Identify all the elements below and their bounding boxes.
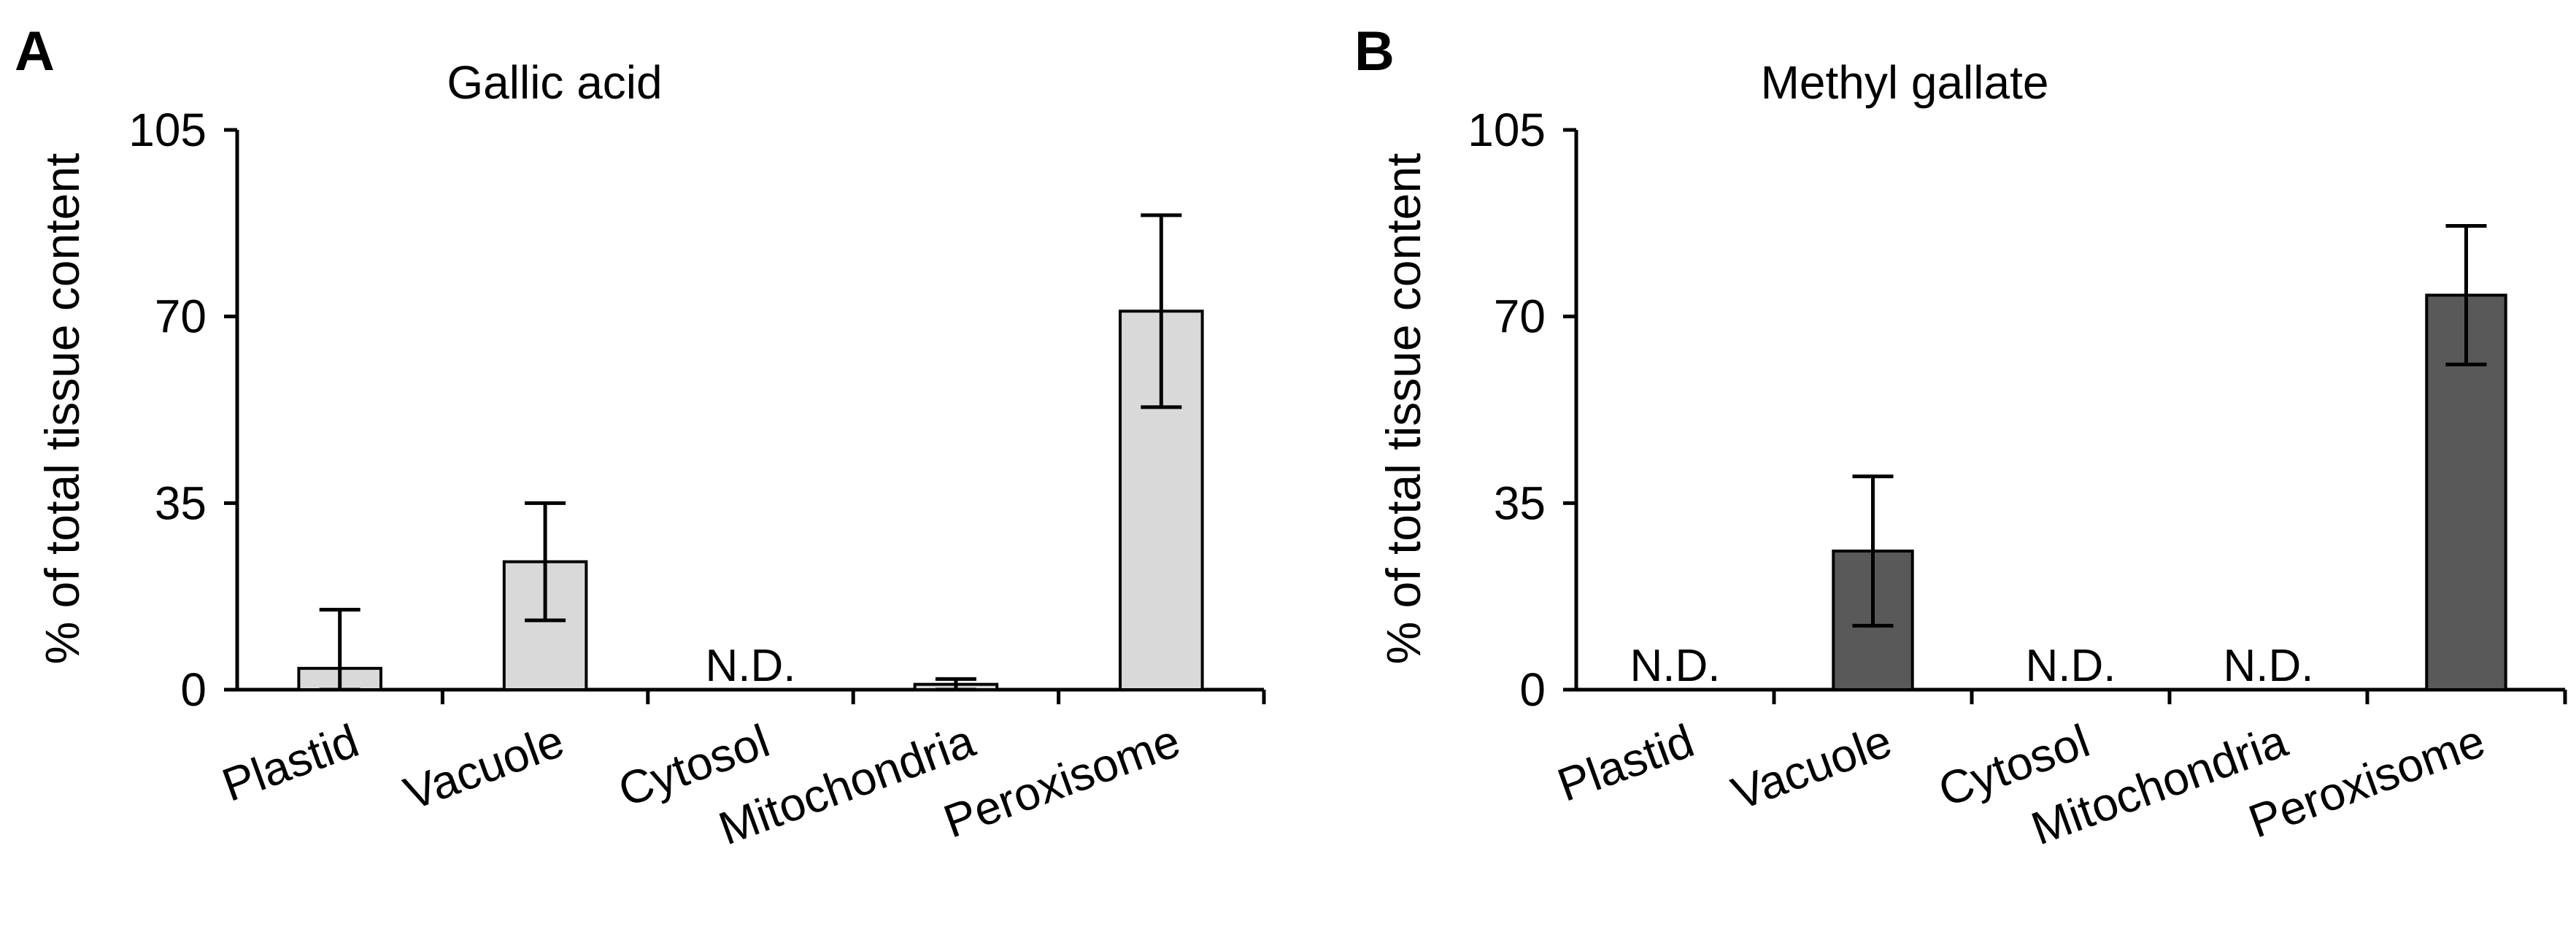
panel-b-y-tick-label: 35 — [1494, 477, 1546, 529]
panel-b-category-label: Plastid — [1551, 714, 1700, 811]
panel-a-y-tick-label: 70 — [155, 290, 207, 343]
panel-b-nd-label: N.D. — [1630, 641, 1721, 691]
panel-a-category-label: Peroxisome — [937, 714, 1187, 847]
panel-a: A Gallic acid % of total tissue content … — [15, 20, 1266, 855]
panel-a-y-tick-label: 0 — [180, 663, 207, 716]
panel-b-letter: B — [1354, 20, 1395, 82]
panel-b-category-label: Vacuole — [1725, 714, 1898, 820]
panel-b-y-axis-label: % of total tissue content — [1376, 153, 1430, 665]
panel-b-nd-label: N.D. — [2026, 641, 2116, 691]
panel-b-y-tick-label: 0 — [1519, 663, 1546, 716]
panel-b: B Methyl gallate % of total tissue conte… — [1354, 20, 2567, 855]
panel-b-nd-label: N.D. — [2224, 641, 2314, 691]
panel-a-nd-label: N.D. — [706, 641, 796, 691]
panel-a-letter: A — [15, 20, 55, 82]
panel-a-category-label: Vacuole — [397, 714, 570, 820]
panel-a-y-tick-label: 35 — [155, 477, 207, 529]
panel-a-y-tick-label: 105 — [128, 104, 207, 156]
panel-a-category-label: Plastid — [215, 714, 365, 811]
panel-b-y-tick-label: 70 — [1494, 290, 1546, 343]
panel-a-y-axis-label: % of total tissue content — [35, 153, 89, 665]
panel-b-title: Methyl gallate — [1761, 56, 2049, 109]
panel-b-y-tick-label: 105 — [1468, 104, 1546, 156]
panel-a-title: Gallic acid — [447, 56, 662, 109]
